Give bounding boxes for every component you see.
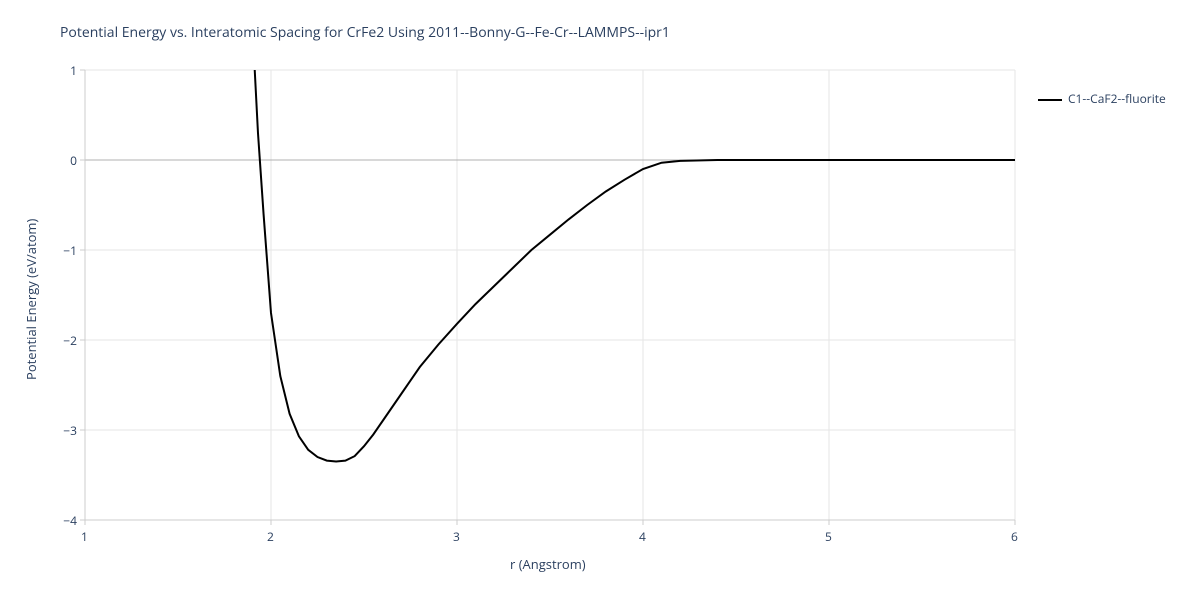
chart-container: { "chart": { "type": "line", "title": "P…	[0, 0, 1200, 600]
plot-area	[0, 0, 1200, 600]
